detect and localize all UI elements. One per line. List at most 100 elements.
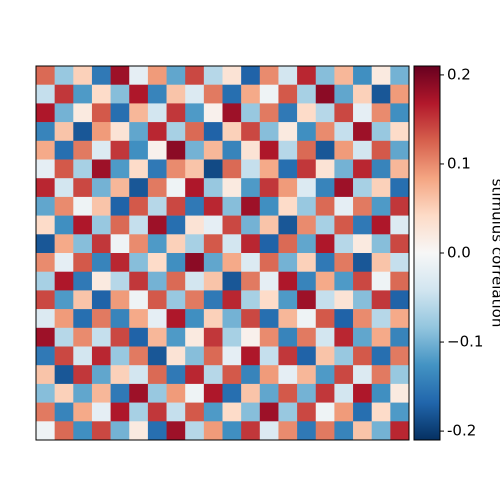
colorbar-tick-label: 0.0 <box>447 244 471 262</box>
heatmap-cell <box>36 103 55 123</box>
heatmap-cell <box>353 290 372 310</box>
heatmap-cell <box>110 103 130 123</box>
heatmap-cell <box>334 215 354 235</box>
heatmap-cell <box>390 66 410 85</box>
heatmap-cell <box>166 196 186 216</box>
heatmap-cell <box>91 66 111 85</box>
heatmap-cell <box>222 234 242 254</box>
heatmap-cell <box>91 327 111 347</box>
colorbar-tick-label: −0.1 <box>447 333 483 351</box>
heatmap-cell <box>241 159 261 179</box>
heatmap-cell <box>259 215 279 235</box>
heatmap-cell <box>91 196 111 216</box>
heatmap-cell <box>390 421 410 441</box>
colorbar-label: stimulus correlation <box>489 179 500 328</box>
heatmap-cell <box>297 421 317 441</box>
heatmap-cell <box>185 103 205 123</box>
heatmap-cell <box>203 140 223 160</box>
heatmap-cell <box>147 215 167 235</box>
heatmap-cell <box>259 140 279 160</box>
heatmap <box>36 66 410 441</box>
heatmap-cell <box>91 290 111 310</box>
heatmap-cell <box>203 122 223 142</box>
heatmap-cell <box>203 346 223 366</box>
heatmap-cell <box>390 103 410 123</box>
heatmap-cell <box>54 421 74 441</box>
heatmap-cell <box>73 140 93 160</box>
heatmap-cell <box>129 178 149 198</box>
heatmap-cell <box>278 271 298 291</box>
heatmap-cell <box>185 271 205 291</box>
heatmap-cell <box>91 122 111 142</box>
heatmap-cell <box>166 421 186 441</box>
heatmap-cell <box>371 103 391 123</box>
colorbar <box>413 65 441 441</box>
heatmap-cell <box>91 159 111 179</box>
heatmap-cell <box>147 421 167 441</box>
heatmap-cell <box>73 421 93 441</box>
heatmap-cell <box>371 84 391 104</box>
heatmap-cell <box>203 421 223 441</box>
heatmap-cell <box>147 196 167 216</box>
heatmap-cell <box>241 271 261 291</box>
heatmap-cell <box>371 421 391 441</box>
heatmap-cell <box>73 327 93 347</box>
heatmap-cell <box>91 178 111 198</box>
heatmap-cell <box>278 402 298 422</box>
heatmap-cell <box>36 196 55 216</box>
colorbar-tick-label: 0.1 <box>447 154 471 172</box>
heatmap-cell <box>334 178 354 198</box>
heatmap-cell <box>166 122 186 142</box>
heatmap-cell <box>259 290 279 310</box>
heatmap-cell <box>297 66 317 85</box>
heatmap-cell <box>203 271 223 291</box>
heatmap-cell <box>91 271 111 291</box>
heatmap-cell <box>110 66 130 85</box>
heatmap-cell <box>259 253 279 272</box>
heatmap-cell <box>315 84 335 104</box>
heatmap-cell <box>185 178 205 198</box>
heatmap-cell <box>129 365 149 385</box>
heatmap-cell <box>73 346 93 366</box>
heatmap-cell <box>185 327 205 347</box>
heatmap-cell <box>110 253 130 272</box>
heatmap-cell <box>36 215 55 235</box>
heatmap-cell <box>334 253 354 272</box>
heatmap-cell <box>129 421 149 441</box>
heatmap-cell <box>334 290 354 310</box>
heatmap-cell <box>241 178 261 198</box>
heatmap-cell <box>278 178 298 198</box>
heatmap-cell <box>73 309 93 329</box>
heatmap-cell <box>278 421 298 441</box>
heatmap-cell <box>390 140 410 160</box>
heatmap-cell <box>73 196 93 216</box>
heatmap-cell <box>147 234 167 254</box>
heatmap-cell <box>73 402 93 422</box>
heatmap-cell <box>203 215 223 235</box>
heatmap-cell <box>129 234 149 254</box>
heatmap-cell <box>297 140 317 160</box>
heatmap-cell <box>73 271 93 291</box>
heatmap-cell <box>110 383 130 403</box>
heatmap-cell <box>297 215 317 235</box>
heatmap-cell <box>278 196 298 216</box>
heatmap-cell <box>203 159 223 179</box>
heatmap-cell <box>278 159 298 179</box>
heatmap-cell <box>166 365 186 385</box>
heatmap-cell <box>222 290 242 310</box>
heatmap-cell <box>222 178 242 198</box>
heatmap-cell <box>222 327 242 347</box>
heatmap-cell <box>110 234 130 254</box>
heatmap-cell <box>315 271 335 291</box>
heatmap-cell <box>36 346 55 366</box>
heatmap-cell <box>334 346 354 366</box>
heatmap-cell <box>259 159 279 179</box>
heatmap-cell <box>241 140 261 160</box>
heatmap-cell <box>91 140 111 160</box>
heatmap-cell <box>241 84 261 104</box>
heatmap-cell <box>185 365 205 385</box>
heatmap-cell <box>371 253 391 272</box>
heatmap-cell <box>259 234 279 254</box>
colorbar-tick-label: -0.2 <box>447 422 476 440</box>
heatmap-cell <box>241 103 261 123</box>
